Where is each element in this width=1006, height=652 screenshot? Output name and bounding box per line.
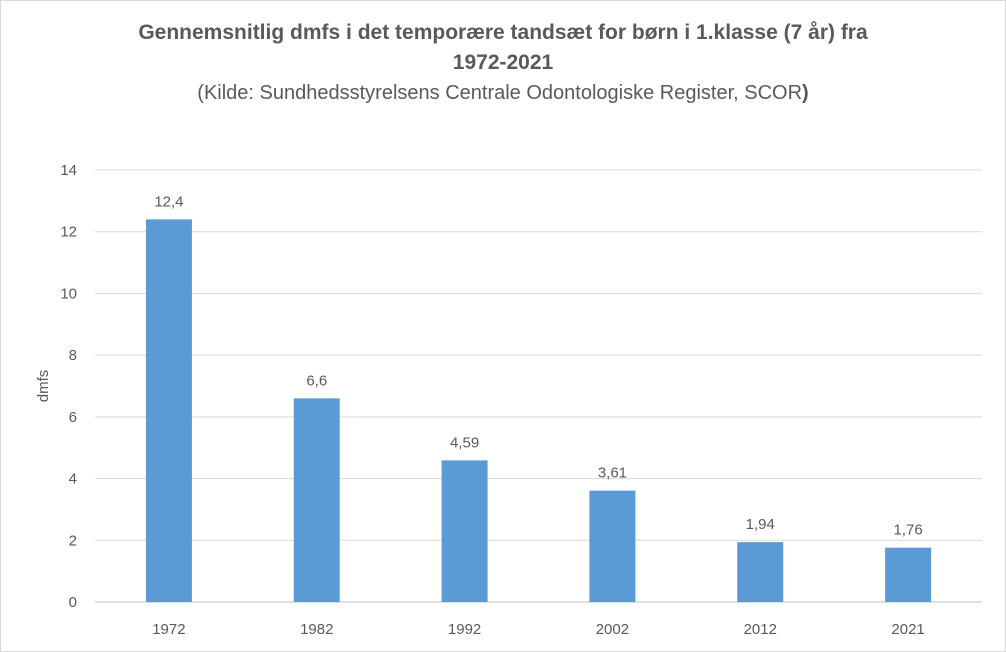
y-tick-label: 8 bbox=[69, 347, 77, 364]
x-tick-label: 2012 bbox=[744, 621, 777, 638]
chart-title-line-1: Gennemsnitlig dmfs i det temporære tands… bbox=[138, 21, 868, 44]
y-tick-label: 10 bbox=[60, 285, 77, 302]
data-label: 1,76 bbox=[893, 522, 922, 539]
x-tick-label: 1992 bbox=[448, 621, 481, 638]
data-labels: 12,4 6,6 4,59 3,61 1,94 1,76 bbox=[154, 193, 922, 538]
bar-2021 bbox=[885, 547, 932, 602]
y-tick-label: 2 bbox=[69, 532, 77, 549]
data-label: 1,94 bbox=[746, 516, 775, 533]
bar-2002 bbox=[589, 490, 636, 602]
bar-2012 bbox=[737, 542, 784, 602]
chart-subtitle-end: ) bbox=[802, 82, 809, 104]
y-axis-title: dmfs bbox=[35, 370, 52, 403]
y-axis-ticks: 0 2 4 6 8 10 12 14 bbox=[60, 162, 77, 611]
chart-title-block: Gennemsnitlig dmfs i det temporære tands… bbox=[0, 18, 1006, 108]
x-axis-ticks: 1972 1982 1992 2002 2012 2021 bbox=[152, 621, 925, 638]
x-tick-label: 1982 bbox=[300, 621, 333, 638]
y-tick-label: 0 bbox=[69, 594, 77, 611]
chart-subtitle-main: (Kilde: Sundhedsstyrelsens Centrale Odon… bbox=[197, 82, 803, 104]
bar-1972 bbox=[145, 219, 192, 602]
grid-lines bbox=[95, 169, 982, 603]
bar-1992 bbox=[441, 460, 488, 602]
y-tick-label: 4 bbox=[69, 471, 77, 488]
x-tick-label: 1972 bbox=[152, 621, 185, 638]
x-tick-label: 2002 bbox=[596, 621, 629, 638]
y-tick-label: 12 bbox=[60, 224, 77, 241]
chart-subtitle: (Kilde: Sundhedsstyrelsens Centrale Odon… bbox=[0, 78, 1006, 108]
data-label: 3,61 bbox=[598, 465, 627, 482]
data-label: 4,59 bbox=[450, 434, 479, 451]
x-tick-label: 2021 bbox=[891, 621, 924, 638]
data-label: 12,4 bbox=[154, 193, 183, 210]
bars bbox=[145, 219, 932, 602]
bar-1982 bbox=[293, 398, 340, 602]
chart-title-line-2: 1972-2021 bbox=[452, 51, 554, 74]
y-tick-label: 14 bbox=[60, 162, 77, 179]
y-tick-label: 6 bbox=[69, 409, 77, 426]
data-label: 6,6 bbox=[306, 372, 327, 389]
